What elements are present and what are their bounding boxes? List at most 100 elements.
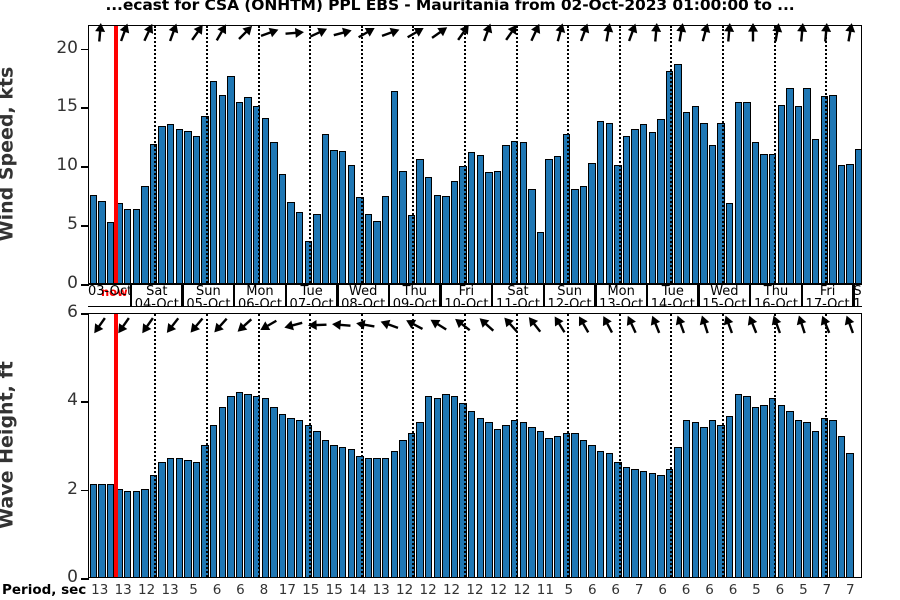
day-gridline: [670, 314, 673, 577]
bar: [416, 159, 424, 283]
bar: [270, 141, 278, 283]
wind-speed-bar-group: [89, 26, 861, 283]
day-of-week-label: Sat: [507, 285, 529, 299]
bar: [227, 395, 235, 577]
bar: [141, 488, 149, 577]
period-value: 6: [681, 582, 691, 598]
bar: [459, 166, 467, 283]
bar: [588, 444, 596, 577]
bar: [296, 212, 304, 283]
wave-direction-arrow-icon: [520, 314, 551, 336]
day-of-week-label: Tue: [300, 285, 323, 299]
wind-direction-arrow-icon: [282, 22, 306, 44]
date-separator: [800, 285, 804, 306]
day-of-week-label: Sat: [853, 285, 862, 299]
period-value: 7: [822, 582, 832, 598]
ytick-label: 20: [56, 37, 78, 58]
bar: [253, 106, 261, 283]
wave-direction-arrow-icon: [836, 314, 862, 336]
day-of-week-label: Fri: [819, 285, 836, 299]
wave-direction-arrow-icon: [618, 314, 647, 336]
bar: [803, 87, 811, 283]
day-gridline: [825, 314, 828, 577]
date-label: 09-Oct: [392, 297, 437, 306]
bar: [253, 395, 261, 577]
date-separator: [181, 285, 184, 306]
bar: [347, 165, 355, 283]
ytick-mark: [81, 284, 89, 286]
day-of-week-label: Sat: [146, 285, 168, 299]
day-gridline: [412, 314, 415, 577]
date-label: 13-Oct: [599, 297, 644, 306]
wave-direction-arrow-icon: [666, 314, 694, 336]
bar: [261, 118, 269, 283]
ytick-mark: [81, 401, 89, 403]
period-value: 12: [396, 582, 414, 598]
period-value: 7: [634, 582, 644, 598]
bar: [511, 140, 519, 283]
bar: [201, 115, 209, 283]
bar: [416, 422, 424, 577]
bar: [304, 424, 312, 577]
wave-direction-arrow-icon: [133, 314, 164, 336]
ytick-mark: [81, 48, 89, 51]
bar: [597, 451, 605, 577]
wind-direction-arrow-icon: [423, 22, 454, 44]
bar: [89, 484, 97, 577]
wave-direction-arrow-icon: [280, 314, 307, 336]
bar: [665, 468, 674, 577]
bar: [631, 128, 639, 283]
date-separator: [594, 285, 597, 306]
bar: [545, 437, 553, 577]
bar: [657, 119, 665, 283]
now-line-wind: [113, 26, 118, 283]
period-value: 12: [442, 582, 461, 598]
period-value: 12: [513, 582, 531, 598]
day-gridline: [515, 26, 518, 283]
day-gridline: [618, 26, 621, 283]
bar: [132, 490, 140, 577]
bar: [261, 398, 269, 577]
wind-direction-arrow-icon: [159, 22, 187, 44]
wind-speed-plot-area: [88, 25, 862, 284]
day-of-week-label: Wed: [710, 285, 739, 299]
bar: [820, 418, 828, 577]
date-axis-cell: Mon 06-Oct: [234, 285, 286, 306]
bar: [321, 440, 330, 577]
wave-direction-arrow-icon: [715, 314, 743, 336]
wind-direction-arrow-icon: [668, 22, 693, 44]
bar: [218, 94, 226, 283]
bar: [339, 446, 347, 577]
wind-direction-arrow-icon: [790, 22, 814, 44]
date-separator: [336, 285, 339, 306]
wave-direction-arrow-icon: [544, 314, 574, 336]
period-value: 6: [212, 582, 222, 598]
ytick-mark: [81, 107, 89, 109]
wind-direction-arrow-icon: [376, 22, 404, 44]
bar: [192, 135, 201, 283]
bar: [622, 466, 631, 577]
bar: [124, 208, 132, 283]
wind-direction-arrow-icon: [206, 22, 236, 44]
bar: [313, 213, 321, 283]
bar: [579, 186, 588, 283]
period-value: 8: [259, 582, 269, 598]
day-gridline: [515, 314, 518, 577]
day-gridline: [773, 314, 776, 577]
period-value: 6: [611, 582, 621, 598]
ytick-label: 0: [67, 567, 78, 587]
day-gridline: [825, 26, 828, 283]
wind-direction-arrow-icon: [814, 22, 838, 44]
bar: [382, 457, 390, 577]
bar: [476, 154, 484, 283]
wave-direction-arrow-icon: [109, 314, 140, 336]
day-gridline: [154, 26, 157, 283]
wind-direction-arrow-icon: [546, 22, 573, 44]
date-axis-cell: Wed 15-Oct: [699, 285, 751, 306]
ytick-mark: [81, 225, 89, 227]
bar: [468, 152, 476, 283]
date-label: 10-Oct: [444, 297, 489, 306]
bar: [717, 122, 725, 283]
period-value: 15: [302, 582, 320, 598]
bar: [278, 173, 287, 283]
